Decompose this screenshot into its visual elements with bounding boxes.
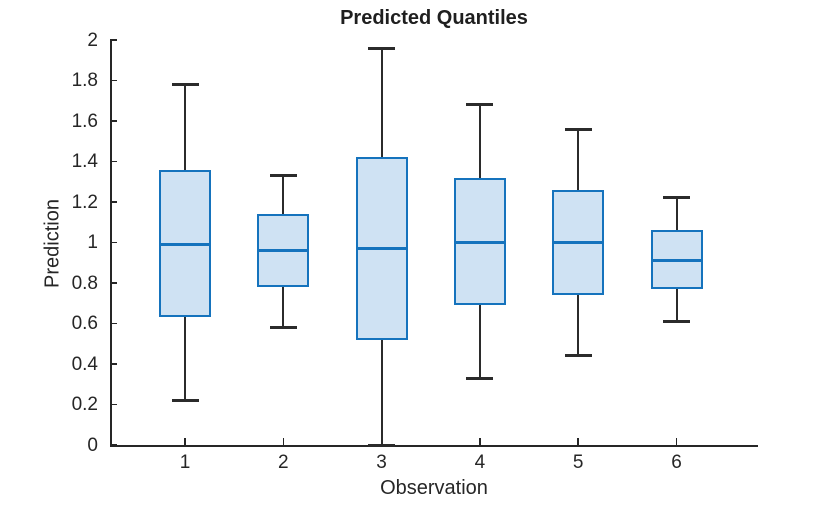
y-tick-label: 0 (87, 434, 98, 456)
lower-whisker-stem (577, 295, 580, 356)
y-tick-label: 0.8 (71, 272, 98, 294)
x-tick-mark (675, 438, 678, 445)
median-line (453, 241, 506, 244)
x-tick-mark (184, 438, 186, 445)
y-tick-label: 1.2 (71, 191, 98, 213)
lower-whisker-cap (466, 376, 494, 380)
upper-whisker-cap (663, 196, 690, 200)
median-line (159, 243, 211, 246)
x-axis-line (110, 445, 758, 447)
y-tick-label: 1.6 (71, 110, 98, 132)
median-line (552, 241, 605, 244)
upper-whisker-stem (675, 197, 678, 231)
lower-whisker-cap (171, 398, 199, 402)
y-tick-mark (110, 160, 117, 163)
y-tick-label: 1.8 (71, 70, 98, 91)
y-tick-mark (110, 282, 117, 284)
y-tick-label: 2 (87, 29, 98, 51)
x-tick-label: 6 (671, 452, 682, 473)
lower-whisker-stem (282, 287, 285, 328)
lower-whisker-cap (564, 354, 592, 358)
x-tick-mark (577, 438, 579, 445)
lower-whisker-stem (675, 289, 678, 322)
lower-whisker-cap (368, 443, 396, 447)
y-tick-mark (110, 39, 117, 41)
median-line (355, 247, 408, 250)
upper-whisker-stem (380, 48, 383, 158)
upper-whisker-cap (368, 46, 396, 50)
x-tick-label: 3 (376, 452, 387, 473)
x-tick-label: 5 (572, 452, 584, 473)
median-line (650, 259, 703, 262)
median-line (257, 249, 310, 252)
y-tick-label: 1.4 (71, 151, 98, 172)
y-tick-mark (110, 444, 117, 446)
y-axis-line (110, 40, 112, 447)
y-tick-mark (110, 120, 117, 122)
upper-whisker-stem (577, 129, 580, 190)
upper-whisker-cap (171, 83, 199, 87)
upper-whisker-cap (564, 127, 592, 131)
y-tick-label: 1 (87, 232, 98, 253)
upper-whisker-stem (184, 84, 186, 170)
chart-title: Predicted Quantiles (340, 7, 528, 29)
x-tick-mark (479, 438, 481, 445)
y-tick-mark (110, 241, 117, 244)
y-tick-label: 0.6 (71, 313, 98, 334)
x-tick-label: 2 (278, 452, 289, 473)
lower-whisker-cap (663, 319, 690, 323)
y-tick-mark (110, 363, 117, 365)
upper-whisker-cap (466, 103, 494, 107)
y-tick-mark (110, 403, 117, 406)
lower-whisker-stem (184, 317, 186, 401)
upper-whisker-stem (478, 104, 481, 178)
x-tick-label: 4 (474, 452, 486, 473)
upper-whisker-cap (269, 174, 297, 178)
upper-whisker-stem (282, 175, 285, 215)
y-tick-label: 0.4 (71, 353, 98, 375)
y-tick-mark (110, 79, 117, 82)
lower-whisker-cap (269, 326, 297, 330)
y-tick-label: 0.2 (71, 394, 98, 415)
x-tick-label: 1 (179, 452, 191, 473)
x-axis-label: Observation (380, 477, 488, 499)
lower-whisker-stem (478, 305, 481, 379)
lower-whisker-stem (380, 339, 383, 445)
y-tick-mark (110, 322, 117, 325)
y-tick-mark (110, 201, 117, 203)
x-tick-mark (282, 438, 285, 445)
